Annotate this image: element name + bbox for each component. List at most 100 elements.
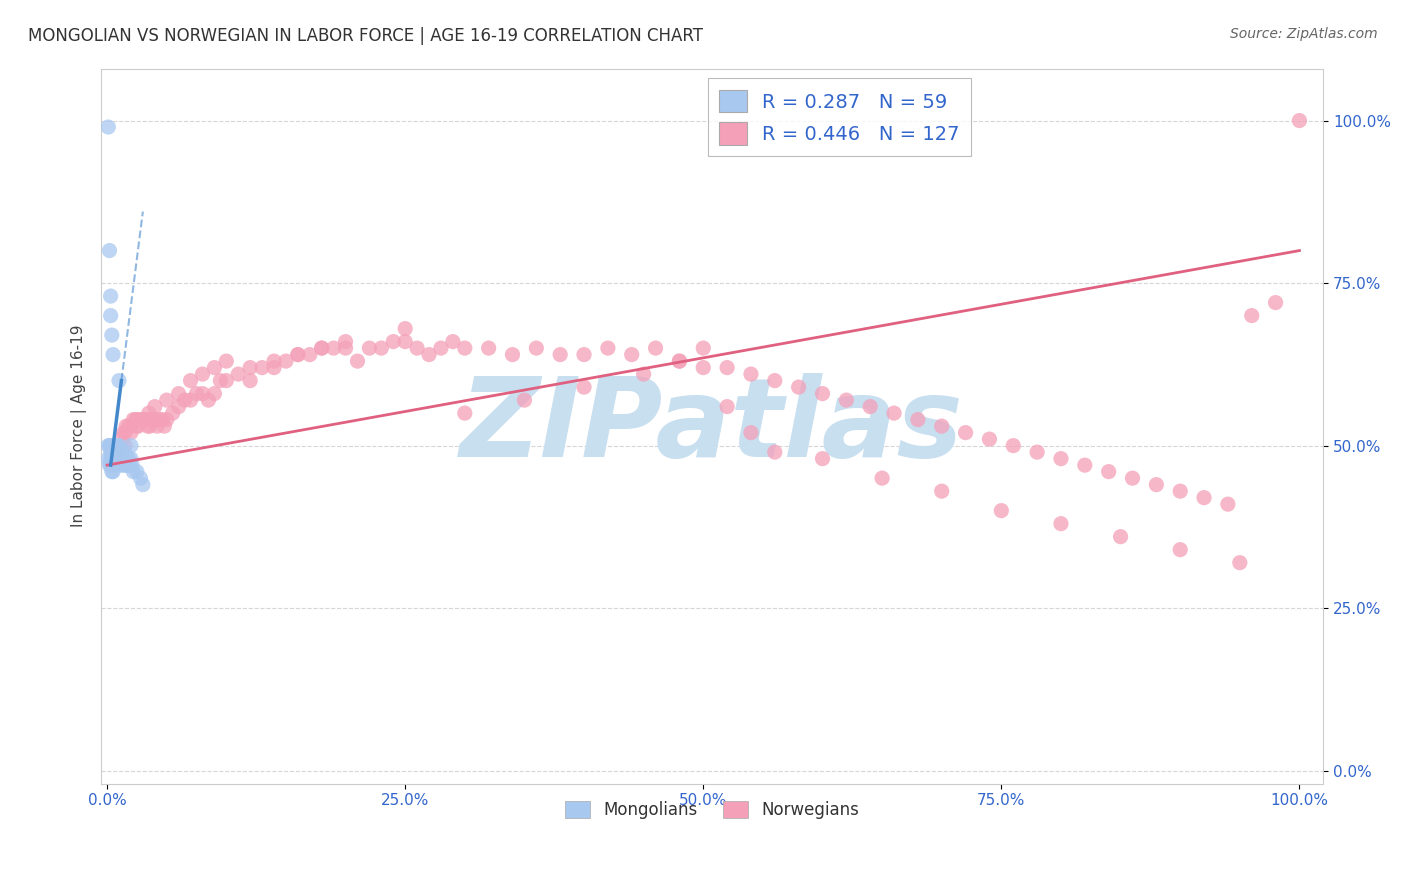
- Point: [105, 445, 128, 459]
- Point: [98, 439, 121, 453]
- Point: [114, 439, 136, 453]
- Point: [478, 341, 501, 355]
- Point: [139, 419, 162, 434]
- Point: [1002, 439, 1025, 453]
- Point: [359, 341, 381, 355]
- Point: [98, 244, 121, 258]
- Point: [197, 393, 219, 408]
- Point: [104, 439, 127, 453]
- Point: [990, 503, 1012, 517]
- Point: [107, 445, 129, 459]
- Point: [100, 451, 122, 466]
- Point: [180, 393, 202, 408]
- Point: [394, 321, 416, 335]
- Point: [111, 451, 134, 466]
- Point: [101, 328, 124, 343]
- Point: [127, 419, 149, 434]
- Point: [209, 374, 232, 388]
- Point: [97, 451, 120, 466]
- Point: [103, 451, 125, 466]
- Point: [108, 374, 131, 388]
- Point: [108, 458, 131, 472]
- Point: [1109, 530, 1132, 544]
- Point: [1026, 445, 1049, 459]
- Point: [215, 374, 238, 388]
- Point: [101, 451, 124, 466]
- Legend: Mongolians, Norwegians: Mongolians, Norwegians: [558, 794, 866, 825]
- Point: [136, 419, 159, 434]
- Point: [105, 445, 128, 459]
- Point: [382, 334, 405, 349]
- Point: [141, 412, 163, 426]
- Point: [335, 341, 357, 355]
- Point: [97, 120, 120, 134]
- Point: [117, 451, 139, 466]
- Point: [298, 348, 321, 362]
- Y-axis label: In Labor Force | Age 16-19: In Labor Force | Age 16-19: [72, 325, 87, 527]
- Point: [104, 445, 127, 459]
- Point: [406, 341, 429, 355]
- Point: [101, 465, 124, 479]
- Point: [101, 439, 124, 453]
- Point: [100, 289, 122, 303]
- Point: [548, 348, 571, 362]
- Point: [105, 451, 128, 466]
- Point: [692, 360, 714, 375]
- Point: [931, 419, 953, 434]
- Point: [274, 354, 297, 368]
- Point: [859, 400, 882, 414]
- Point: [148, 412, 170, 426]
- Point: [524, 341, 547, 355]
- Point: [1192, 491, 1215, 505]
- Point: [121, 458, 143, 472]
- Point: [103, 458, 125, 472]
- Point: [125, 412, 148, 426]
- Point: [104, 451, 127, 466]
- Point: [110, 432, 132, 446]
- Point: [110, 451, 132, 466]
- Point: [117, 458, 139, 472]
- Point: [191, 367, 214, 381]
- Point: [101, 451, 124, 466]
- Point: [114, 458, 136, 472]
- Point: [122, 412, 145, 426]
- Point: [394, 334, 416, 349]
- Point: [740, 367, 762, 381]
- Point: [129, 471, 152, 485]
- Point: [120, 425, 142, 440]
- Point: [883, 406, 905, 420]
- Point: [572, 380, 595, 394]
- Point: [103, 445, 125, 459]
- Point: [716, 360, 738, 375]
- Point: [1074, 458, 1097, 472]
- Point: [596, 341, 619, 355]
- Point: [870, 471, 893, 485]
- Point: [150, 412, 173, 426]
- Point: [120, 439, 142, 453]
- Point: [644, 341, 666, 355]
- Point: [1121, 471, 1143, 485]
- Point: [115, 451, 138, 466]
- Point: [146, 419, 169, 434]
- Point: [101, 445, 124, 459]
- Point: [108, 451, 131, 466]
- Point: [125, 465, 148, 479]
- Point: [763, 374, 786, 388]
- Point: [430, 341, 453, 355]
- Point: [167, 386, 190, 401]
- Point: [143, 400, 166, 414]
- Point: [153, 419, 176, 434]
- Text: Source: ZipAtlas.com: Source: ZipAtlas.com: [1230, 27, 1378, 41]
- Point: [138, 406, 160, 420]
- Point: [110, 445, 132, 459]
- Point: [101, 458, 124, 472]
- Point: [287, 348, 309, 362]
- Point: [311, 341, 333, 355]
- Point: [134, 412, 156, 426]
- Point: [418, 348, 440, 362]
- Point: [101, 465, 124, 479]
- Point: [162, 406, 184, 420]
- Point: [103, 439, 125, 453]
- Point: [100, 439, 122, 453]
- Point: [112, 425, 135, 440]
